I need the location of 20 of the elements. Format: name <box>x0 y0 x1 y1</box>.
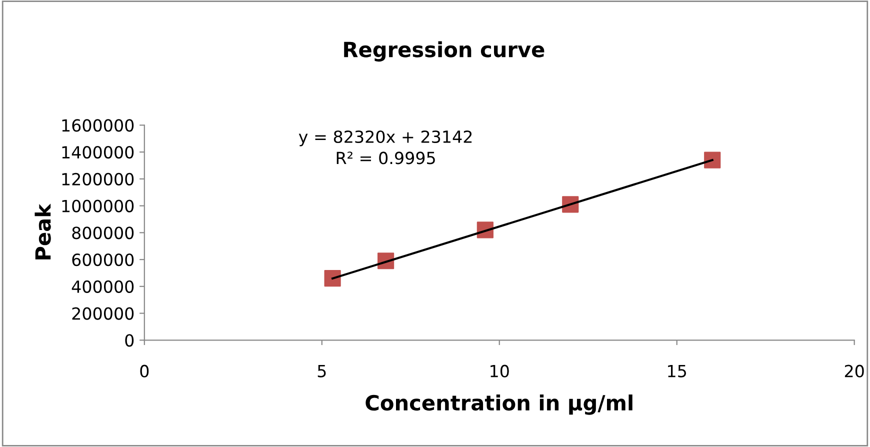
x-axis-title: Concentration in µg/ml <box>366 394 632 415</box>
x-tick-label: 0 <box>140 364 149 378</box>
y-axis-title: Peak <box>34 204 51 260</box>
y-tick-label: 1600000 <box>62 119 134 132</box>
y-tick-label: 400000 <box>72 280 134 293</box>
y-tick-label: 0 <box>125 334 134 347</box>
y-tick-label: 1000000 <box>62 200 134 212</box>
x-tick-label: 10 <box>490 364 509 378</box>
x-tick-label: 15 <box>668 364 686 378</box>
point <box>324 270 341 287</box>
y-tick-label: 800000 <box>72 226 134 240</box>
y-tick-label: 200000 <box>72 307 134 320</box>
y-tick-label: 1400000 <box>62 146 134 159</box>
y-tick-label: 1200000 <box>62 172 134 186</box>
annotation: y = 82320x + 23142 R² = 0.9995 <box>298 130 472 164</box>
chart-title: Regression curve <box>344 41 544 62</box>
x-tick-label: 5 <box>318 364 326 378</box>
y-tick-label: 600000 <box>72 254 134 266</box>
x-tick-label: 20 <box>844 364 864 378</box>
point <box>704 152 721 168</box>
